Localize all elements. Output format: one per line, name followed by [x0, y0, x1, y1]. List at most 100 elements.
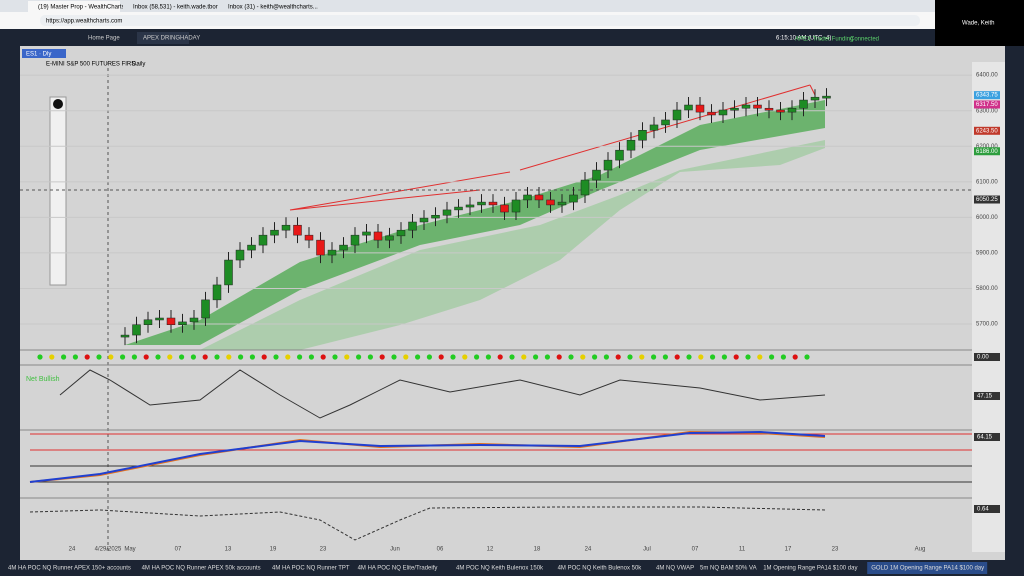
- app-tab[interactable]: [82, 32, 134, 44]
- signal-dot: [509, 354, 515, 360]
- candle: [511, 199, 521, 213]
- bottom-tab[interactable]: [137, 562, 264, 574]
- browser-tab-title: Inbox (58,531) - keith.wade.tbor@...: [133, 5, 229, 11]
- interval: Daily: [132, 62, 145, 68]
- candle: [189, 317, 199, 323]
- bottom-tab[interactable]: [268, 562, 350, 574]
- signal-dot: [72, 354, 78, 360]
- signal-dot: [603, 354, 610, 360]
- price-flag: [974, 100, 1000, 109]
- signal-dot: [49, 354, 55, 360]
- drawing-toolbar[interactable]: [49, 96, 67, 286]
- x-tick-label: 24: [585, 547, 592, 553]
- candle: [465, 204, 475, 208]
- candle: [408, 221, 417, 231]
- candle: [224, 259, 233, 286]
- signal-dot: [533, 354, 539, 360]
- candle: [695, 104, 705, 113]
- candle: [293, 224, 302, 236]
- dashed-indicator: [29, 506, 826, 541]
- candle: [120, 334, 130, 338]
- url: https://app.wealthcharts.com: [46, 19, 122, 25]
- candle: [454, 206, 463, 211]
- chart-title: E-MINI S&P 500 FUTURES FIRS...: [46, 62, 141, 68]
- signal-dot: [426, 354, 432, 360]
- signal-dot: [745, 354, 751, 360]
- x-tick-label: 18: [534, 547, 541, 553]
- candle: [649, 124, 659, 131]
- price-axis: [972, 62, 1005, 552]
- browser-tab[interactable]: [28, 1, 120, 12]
- signal-dot: [226, 354, 232, 360]
- bottom-tab[interactable]: [553, 562, 648, 574]
- bottom-tab[interactable]: [353, 562, 448, 574]
- candle: [488, 201, 498, 206]
- y-tick-label: 6300.00: [976, 108, 998, 114]
- signal-dot: [190, 354, 196, 360]
- signal-dot: [131, 354, 137, 360]
- signal-dot: [733, 354, 739, 360]
- signal-dot: [651, 354, 657, 360]
- signal-dot: [332, 354, 338, 360]
- candle: [569, 194, 578, 203]
- bottom-tab-title: 4M HA POC NQ Runner APEX 50k accounts: [142, 566, 261, 572]
- drawing-tool-icon[interactable]: [53, 99, 63, 109]
- bottom-tab[interactable]: [867, 562, 988, 574]
- signal-dot: [556, 354, 562, 360]
- y-tick-label: 5800.00: [976, 286, 998, 292]
- price-flag-label: 6243.50: [976, 128, 998, 134]
- app-tab[interactable]: [137, 32, 189, 44]
- symbol-tab[interactable]: [22, 49, 66, 58]
- signal-dot: [415, 354, 421, 360]
- candle: [799, 99, 808, 109]
- candle: [672, 109, 682, 121]
- clock: 6:15:10 AM: [776, 36, 806, 42]
- candle: [764, 107, 774, 111]
- y-tick-label: 6100.00: [976, 179, 998, 185]
- browser-tab[interactable]: [218, 1, 310, 12]
- indicator-flag: [974, 505, 1000, 513]
- indicator-value: 64.15: [977, 435, 993, 441]
- x-tick-label: 11: [739, 547, 746, 553]
- signal-dot: [568, 354, 574, 360]
- candle: [339, 244, 348, 251]
- candle: [350, 234, 360, 246]
- signal-dot: [96, 354, 102, 360]
- indicator-flag: [974, 392, 1000, 400]
- signal-dot: [485, 354, 491, 360]
- bottom-tab[interactable]: [696, 562, 756, 574]
- bottom-tab-title: 5m NQ BAM 50% VA: [700, 566, 757, 572]
- candle: [822, 95, 831, 99]
- outer-band: [200, 140, 825, 350]
- candle: [730, 107, 739, 111]
- bottom-tab[interactable]: [759, 562, 864, 574]
- candle: [258, 234, 268, 246]
- browser-tab[interactable]: [123, 1, 215, 12]
- app-tab-title: APEX DRINGHADAY: [143, 36, 200, 42]
- candle: [304, 234, 314, 241]
- price-flag: [974, 147, 1000, 156]
- status: Connected: [850, 37, 879, 43]
- signal-dot: [273, 354, 279, 360]
- bottom-tab[interactable]: [652, 562, 692, 574]
- x-tick-label: 23: [832, 547, 839, 553]
- candle: [396, 229, 406, 237]
- sentiment: Net Bullish: [26, 376, 60, 383]
- signal-dot: [214, 354, 220, 360]
- url-field[interactable]: [40, 15, 920, 26]
- bottom-tab-title: 4M HA POC NQ Runner TPT: [272, 566, 350, 572]
- bottom-tab-title: 1M Opening Range PA14 $100 day: [763, 566, 857, 572]
- x-tick-label: 17: [785, 547, 792, 553]
- user-name: Wade, Keith: [962, 21, 994, 27]
- account: APEX Trader Funding: [795, 37, 853, 43]
- bottom-tab[interactable]: [4, 562, 134, 574]
- x-tick-label: Jul: [643, 547, 651, 553]
- signal-dot: [108, 354, 114, 360]
- signal-dot: [167, 354, 173, 360]
- candle: [718, 109, 728, 116]
- candle: [615, 149, 624, 161]
- candle: [580, 179, 590, 196]
- symbol: ES1 · Dly: [26, 52, 51, 58]
- signal-dot: [238, 354, 244, 360]
- bottom-tab[interactable]: [452, 562, 550, 574]
